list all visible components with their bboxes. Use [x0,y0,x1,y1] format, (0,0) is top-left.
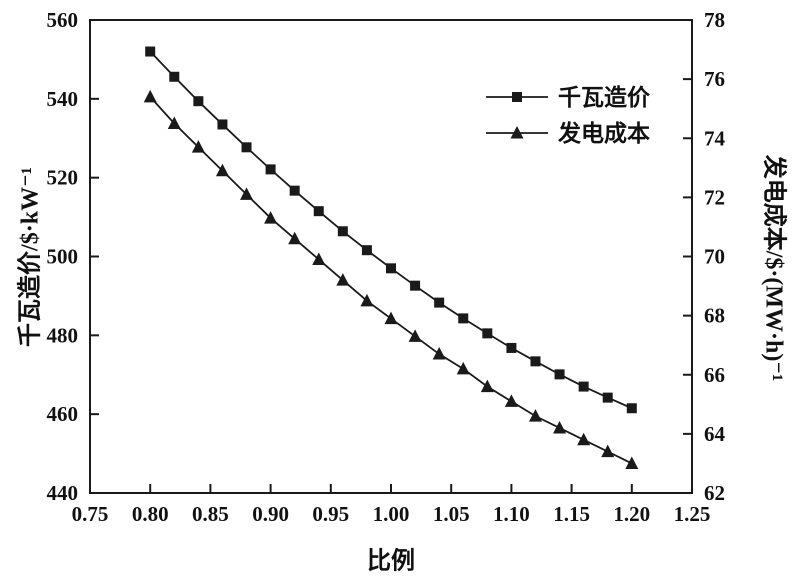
svg-text:70: 70 [704,245,725,269]
svg-text:1.25: 1.25 [674,502,711,526]
svg-text:1.00: 1.00 [373,502,410,526]
svg-text:千瓦造价: 千瓦造价 [558,85,651,110]
svg-text:62: 62 [704,481,725,505]
series-1 [145,46,637,414]
svg-text:1.20: 1.20 [613,502,650,526]
legend-entry-2: 发电成本 [486,120,650,146]
legend-entry-1: 千瓦造价 [486,85,651,110]
svg-text:0.80: 0.80 [132,502,169,526]
svg-text:560: 560 [47,8,79,32]
x-axis-ticks: 0.75 0.80 0.85 0.90 0.95 1.00 1.05 1.10 1.15 1.20… [72,484,711,526]
svg-text:1.10: 1.10 [493,502,530,526]
svg-text:0.85: 0.85 [192,502,229,526]
svg-text:68: 68 [704,304,725,328]
svg-text:1.05: 1.05 [433,502,470,526]
svg-text:0.75: 0.75 [72,502,109,526]
svg-text:72: 72 [704,185,725,209]
svg-text:66: 66 [704,363,725,387]
right-axis-ticks: 62 64 66 68 70 72 74 76 78 [683,8,726,505]
svg-text:500: 500 [47,245,79,269]
svg-text:480: 480 [47,323,79,347]
right-axis-title: 发电成本/$·(MW·h)⁻¹ [760,154,787,382]
series-2 [143,89,639,469]
svg-text:520: 520 [47,166,79,190]
svg-text:64: 64 [704,422,726,446]
svg-text:460: 460 [47,402,79,426]
svg-text:78: 78 [704,8,725,32]
svg-text:发电成本: 发电成本 [557,120,650,146]
x-axis-title: 比例 [367,548,415,575]
svg-text:76: 76 [704,67,725,91]
svg-text:1.15: 1.15 [553,502,590,526]
svg-text:0.90: 0.90 [252,502,289,526]
left-axis-ticks: 440 460 480 500 520 540 560 [47,8,99,505]
left-axis-title: 千瓦造价/$·kW⁻¹ [17,167,44,347]
svg-text:74: 74 [704,126,726,150]
svg-text:440: 440 [47,481,79,505]
svg-text:540: 540 [47,87,79,111]
svg-text:0.95: 0.95 [312,502,349,526]
